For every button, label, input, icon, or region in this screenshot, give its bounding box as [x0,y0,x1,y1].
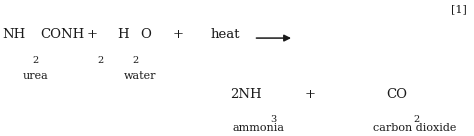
Text: ammonia: ammonia [232,123,284,133]
Text: heat: heat [211,28,240,41]
Text: urea: urea [23,71,48,81]
Text: carbon dioxide: carbon dioxide [373,123,456,133]
Text: 3: 3 [271,115,277,124]
Text: CO: CO [386,88,407,101]
Text: +: + [87,28,98,41]
Text: 2: 2 [133,56,139,65]
Text: +: + [305,88,316,101]
Text: water: water [124,71,156,81]
Text: 2: 2 [98,56,104,65]
Text: CONH: CONH [40,28,85,41]
Text: H: H [118,28,129,41]
Text: 2: 2 [32,56,38,65]
Text: O: O [141,28,152,41]
Text: 2NH: 2NH [230,88,262,101]
Text: 2: 2 [413,115,419,124]
Text: [1]: [1] [451,4,467,14]
Text: NH: NH [2,28,26,41]
Text: +: + [172,28,183,41]
